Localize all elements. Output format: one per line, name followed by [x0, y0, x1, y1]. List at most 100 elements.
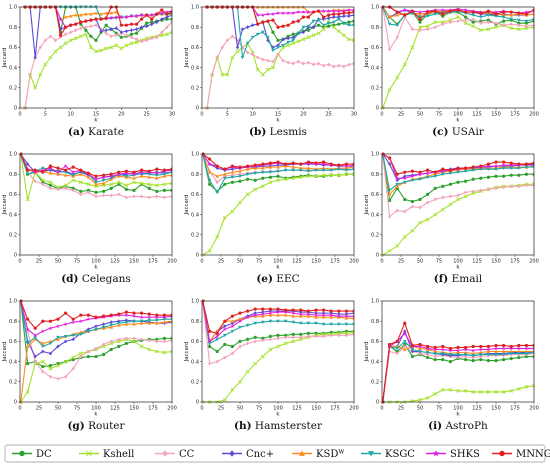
- data-point: [441, 344, 445, 349]
- x-tick-label: 125: [472, 406, 482, 412]
- data-point: [101, 325, 106, 330]
- y-tick-label: 0.2: [9, 380, 17, 386]
- data-point: [104, 23, 108, 27]
- x-tick-label: 100: [273, 259, 283, 265]
- data-point: [395, 347, 399, 351]
- data-point: [271, 48, 275, 53]
- legend-label-text: KSGC: [385, 449, 415, 460]
- data-point: [464, 15, 468, 19]
- data-point: [291, 165, 295, 169]
- data-point: [524, 165, 529, 169]
- series-mnnge: [23, 5, 172, 37]
- data-point: [433, 9, 437, 13]
- data-point: [134, 27, 139, 32]
- data-point: [509, 10, 513, 14]
- data-point: [230, 324, 235, 328]
- data-point: [170, 194, 172, 199]
- data-point: [109, 186, 113, 190]
- data-point: [344, 333, 348, 338]
- data-point: [78, 34, 83, 39]
- data-point: [230, 34, 234, 39]
- data-point: [329, 322, 333, 326]
- y-tick-label: 0.4: [9, 65, 17, 71]
- data-point: [388, 47, 392, 52]
- y-axis-label: Jaccard: [184, 194, 190, 215]
- data-point: [71, 355, 76, 360]
- caption-name: USAir: [449, 126, 485, 138]
- data-point: [162, 339, 166, 344]
- data-point: [524, 183, 528, 188]
- data-point: [89, 34, 93, 38]
- plot-frame: [381, 6, 535, 109]
- data-point: [276, 165, 280, 169]
- x-tick-label: 200: [167, 406, 177, 412]
- data-point: [207, 170, 212, 174]
- data-point: [440, 387, 445, 392]
- data-point: [238, 317, 242, 321]
- data-point: [336, 29, 341, 34]
- series-kshell: [382, 15, 534, 110]
- series-line-kshell: [206, 20, 354, 109]
- data-point: [344, 331, 349, 336]
- data-point: [395, 13, 399, 17]
- data-point: [94, 49, 98, 54]
- data-point: [74, 22, 78, 26]
- data-point: [94, 346, 98, 351]
- data-point: [402, 176, 407, 180]
- data-point: [114, 33, 118, 38]
- data-point: [342, 64, 346, 69]
- data-point: [337, 63, 341, 68]
- data-point: [306, 35, 311, 40]
- data-point: [245, 172, 250, 176]
- y-tick-label: 0: [196, 400, 199, 406]
- data-point: [286, 10, 291, 15]
- data-point: [155, 321, 159, 325]
- data-point: [448, 202, 453, 207]
- legend-item-cc: CC: [155, 449, 195, 460]
- data-point: [321, 23, 326, 27]
- data-point: [337, 17, 341, 21]
- series-cc: [205, 34, 354, 110]
- data-point: [395, 351, 399, 356]
- data-point: [230, 209, 235, 214]
- data-point: [418, 17, 422, 21]
- data-point: [117, 192, 121, 197]
- data-point: [238, 169, 242, 173]
- data-point: [170, 173, 172, 177]
- data-point: [314, 334, 318, 339]
- data-point: [448, 346, 452, 351]
- caption-name: Celegans: [78, 273, 130, 285]
- data-point: [425, 14, 430, 18]
- data-point: [299, 332, 303, 336]
- data-point: [395, 178, 399, 183]
- data-point: [314, 315, 318, 319]
- series-kshell: [20, 152, 172, 202]
- data-point: [448, 387, 453, 392]
- data-point: [494, 389, 498, 394]
- data-point: [532, 161, 534, 165]
- data-point: [53, 49, 58, 54]
- data-point: [94, 327, 98, 332]
- data-point: [291, 10, 296, 15]
- x-tick-label: 25: [36, 406, 42, 412]
- data-point: [347, 14, 351, 19]
- data-point: [332, 15, 336, 20]
- data-point: [524, 12, 529, 16]
- panel-hamsterster: 0 0.2 0.4 0.6 0.8 1.0 0 25 50 75 100 125 150 175 200 k J…: [184, 299, 359, 432]
- data-point: [337, 15, 341, 20]
- data-point: [502, 23, 506, 28]
- data-point: [164, 9, 169, 14]
- y-tick-label: 0.8: [191, 172, 199, 178]
- data-point: [48, 164, 53, 168]
- data-point: [321, 332, 326, 337]
- data-point: [433, 392, 438, 396]
- data-point: [215, 164, 219, 168]
- data-point: [155, 194, 159, 199]
- data-point: [291, 61, 295, 66]
- data-point: [329, 313, 334, 317]
- y-tick-label: 0.6: [371, 192, 379, 198]
- data-point: [336, 173, 341, 178]
- data-point: [516, 386, 521, 391]
- data-point: [306, 309, 310, 313]
- y-tick-label: 0.2: [191, 233, 199, 239]
